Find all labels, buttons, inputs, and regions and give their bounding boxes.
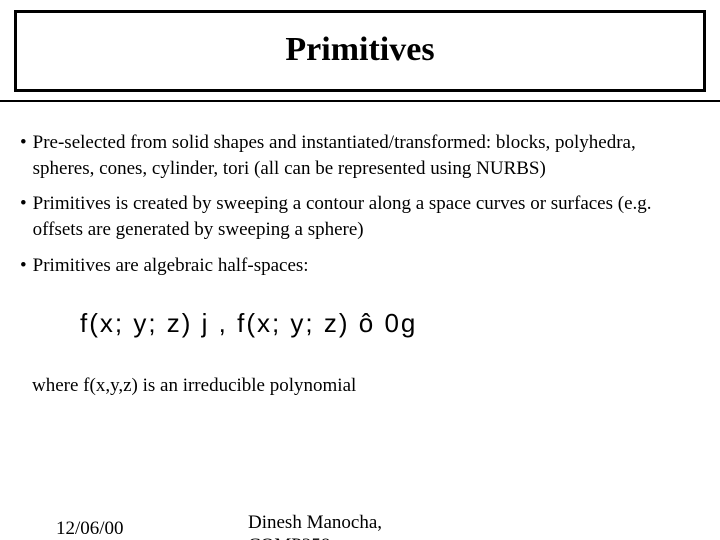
title-box: Primitives [14, 10, 706, 92]
bullet-text: Primitives are algebraic half-spaces: [33, 253, 690, 279]
bullet-dot: • [20, 130, 33, 181]
bullet-text: Primitives is created by sweeping a cont… [33, 191, 690, 242]
slide: Primitives • Pre-selected from solid sha… [0, 10, 720, 540]
bullet-item: • Primitives are algebraic half-spaces: [20, 253, 690, 279]
footer-author: Dinesh Manocha, COMP258 [248, 512, 382, 540]
footer-date: 12/06/00 [56, 518, 124, 540]
bullet-dot: • [20, 253, 33, 279]
footer-author-line2: COMP258 [248, 535, 330, 540]
slide-title: Primitives [17, 31, 703, 69]
closing-text: where f(x,y,z) is an irreducible polynom… [20, 351, 690, 399]
footer-author-line1: Dinesh Manocha, [248, 512, 382, 533]
bullet-item: • Pre-selected from solid shapes and ins… [20, 130, 690, 181]
bullet-dot: • [20, 191, 33, 242]
bullet-item: • Primitives is created by sweeping a co… [20, 191, 690, 242]
formula-text: f(x; y; z) j , f(x; y; z) ô 0g [20, 288, 690, 351]
bullet-text: Pre-selected from solid shapes and insta… [33, 130, 690, 181]
content-area: • Pre-selected from solid shapes and ins… [0, 102, 720, 399]
